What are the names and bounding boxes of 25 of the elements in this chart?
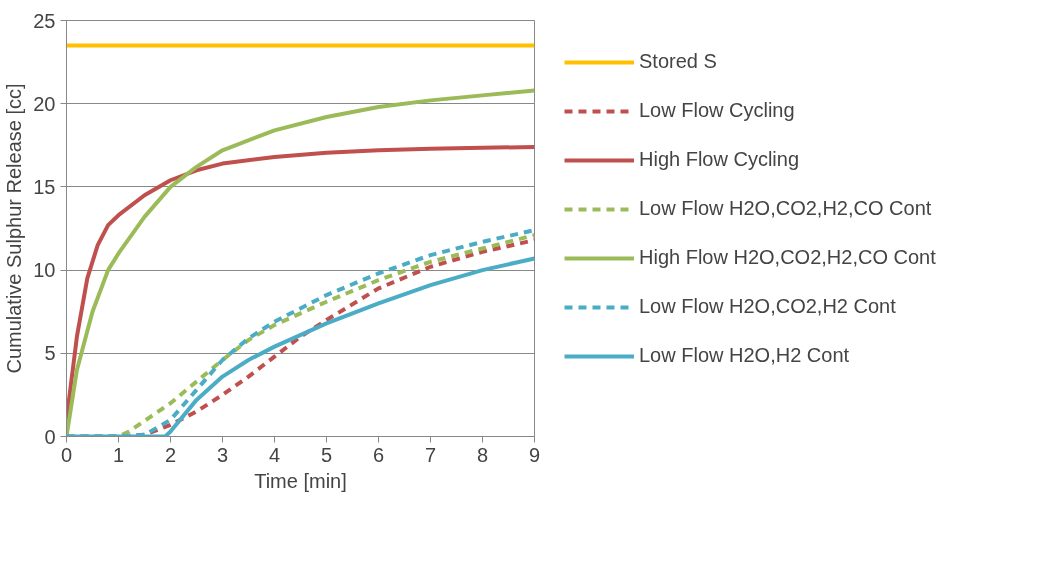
legend-label: High Flow Cycling: [639, 148, 800, 171]
x-tick-label: 1: [112, 443, 125, 466]
y-tick-label: 15: [33, 175, 56, 198]
legend-label: Stored S: [639, 50, 717, 73]
legend-label: Low Flow H2O,H2 Cont: [639, 344, 850, 367]
x-tick-label: 6: [372, 443, 385, 466]
x-tick-label: 5: [320, 443, 333, 466]
x-tick-label: 2: [164, 443, 177, 466]
y-axis-title: Cumulative Sulphur Release [cc]: [3, 83, 26, 374]
legend-label: Low Flow H2O,CO2,H2,CO Cont: [639, 197, 932, 220]
y-tick-label: 5: [44, 342, 56, 365]
y-tick-label: 20: [33, 92, 56, 115]
y-tick-label: 10: [33, 259, 56, 282]
y-tick-label: 0: [44, 425, 56, 448]
x-axis-title: Time [min]: [254, 469, 347, 492]
x-tick-label: 8: [476, 443, 489, 466]
y-tick-label: 25: [33, 9, 56, 32]
legend-label: Low Flow Cycling: [639, 99, 795, 122]
x-tick-label: 4: [268, 443, 281, 466]
x-tick-label: 9: [528, 443, 541, 466]
x-tick-label: 7: [424, 443, 437, 466]
x-tick-label: 3: [216, 443, 229, 466]
legend-label: High Flow H2O,CO2,H2,CO Cont: [639, 246, 936, 269]
x-tick-label: 0: [60, 443, 73, 466]
legend-label: Low Flow H2O,CO2,H2 Cont: [639, 295, 896, 318]
